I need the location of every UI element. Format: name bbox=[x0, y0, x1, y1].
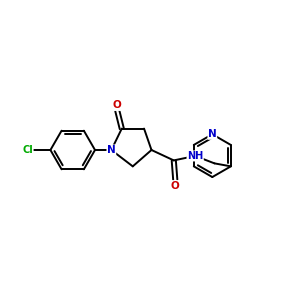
Text: N: N bbox=[107, 145, 116, 155]
Text: O: O bbox=[171, 181, 180, 191]
Text: N: N bbox=[208, 129, 217, 139]
Text: O: O bbox=[113, 100, 122, 110]
Text: NH: NH bbox=[187, 151, 203, 161]
Text: Cl: Cl bbox=[22, 145, 33, 155]
